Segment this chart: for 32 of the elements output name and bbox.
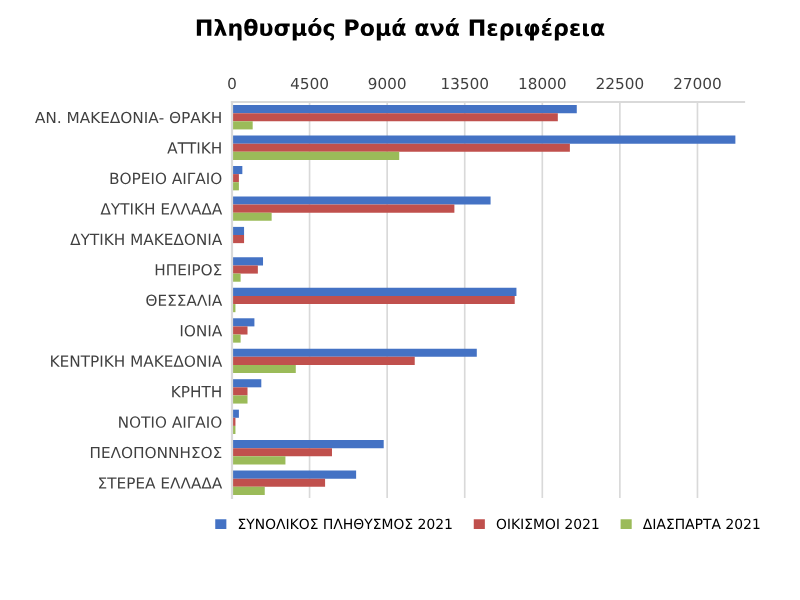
bar	[232, 364, 296, 374]
bar	[232, 287, 517, 296]
bar	[232, 135, 736, 144]
bar	[232, 113, 558, 122]
bar	[232, 379, 262, 388]
bar	[232, 204, 455, 213]
bar	[232, 448, 332, 457]
bar	[232, 334, 241, 343]
bar	[232, 486, 265, 495]
bar	[232, 356, 415, 365]
bar	[232, 226, 245, 236]
bar	[232, 235, 245, 244]
bar	[232, 257, 264, 266]
bar	[232, 273, 241, 282]
bar	[232, 395, 248, 404]
bar	[232, 212, 272, 221]
bar	[232, 121, 253, 130]
chart-title: Πληθυσμός Ρομά ανά Περιφέρεια	[196, 18, 605, 41]
bar	[232, 456, 286, 465]
bar	[232, 348, 477, 357]
bar	[232, 318, 255, 327]
bar	[232, 470, 357, 479]
bar	[232, 151, 400, 160]
bar	[232, 326, 248, 335]
bar	[232, 478, 326, 487]
bar	[232, 265, 258, 274]
bar	[232, 143, 570, 152]
bar	[232, 196, 491, 205]
bar	[232, 105, 577, 114]
bar	[232, 295, 515, 305]
bar	[232, 440, 384, 449]
bar	[232, 387, 248, 396]
